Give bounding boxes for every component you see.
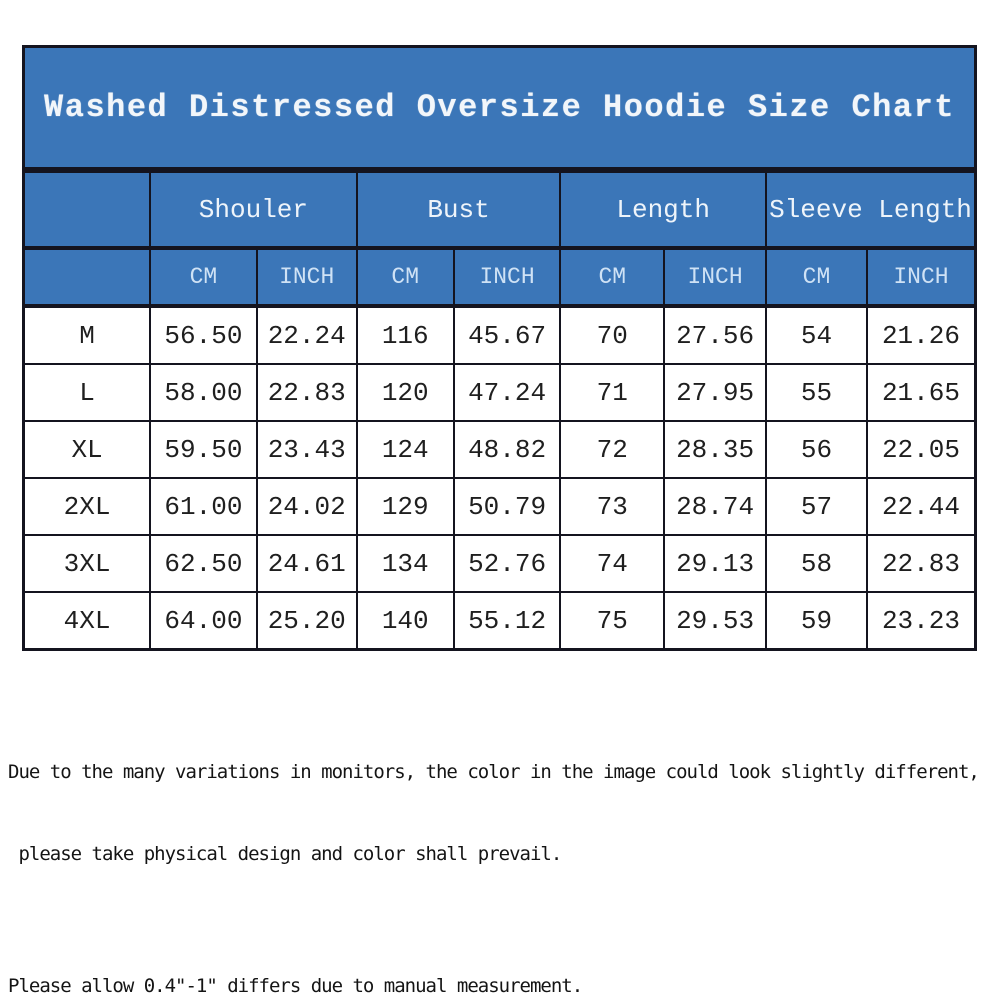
- value-cell: 28.74: [663, 477, 767, 536]
- value-cell: 71: [559, 363, 666, 422]
- value-cell: 59.50: [149, 420, 258, 479]
- value-cell: 22.83: [865, 534, 977, 593]
- value-cell: 75: [559, 591, 666, 651]
- corner-cell-top: [22, 170, 152, 250]
- value-cell: 48.82: [452, 420, 562, 479]
- value-cell: 74: [559, 534, 666, 593]
- value-cell: 21.65: [865, 363, 977, 422]
- size-cell: 3XL: [22, 534, 152, 593]
- value-cell: 21.26: [865, 305, 977, 365]
- group-header-length: Length: [559, 170, 767, 250]
- value-cell: 25.20: [255, 591, 358, 651]
- value-cell: 140: [355, 591, 455, 651]
- size-cell: 4XL: [22, 591, 152, 651]
- value-cell: 62.50: [149, 534, 258, 593]
- size-cell: XL: [22, 420, 152, 479]
- unit-header-length-cm: CM: [559, 247, 666, 308]
- value-cell: 28.35: [663, 420, 767, 479]
- corner-cell-units: [22, 247, 152, 308]
- size-row-l: L 58.00 22.83 120 47.24 71 27.95 55 21.6…: [22, 363, 977, 422]
- group-header-row: Shouler Bust Length Sleeve Length: [22, 170, 977, 250]
- unit-header-sleeve-inch: INCH: [865, 247, 977, 308]
- measurement-tolerance-note: Please allow 0.4"-1" differs due to manu…: [8, 975, 583, 997]
- value-cell: 55.12: [452, 591, 562, 651]
- value-cell: 29.53: [663, 591, 767, 651]
- unit-header-sleeve-cm: CM: [765, 247, 868, 308]
- value-cell: 24.61: [255, 534, 358, 593]
- value-cell: 22.83: [255, 363, 358, 422]
- size-row-m: M 56.50 22.24 116 45.67 70 27.56 54 21.2…: [22, 305, 977, 365]
- value-cell: 54: [765, 305, 868, 365]
- value-cell: 73: [559, 477, 666, 536]
- size-chart-table: Shouler Bust Length Sleeve Length CM INC…: [22, 170, 977, 651]
- unit-header-row: CM INCH CM INCH CM INCH CM INCH: [22, 247, 977, 308]
- monitor-color-note-line1: Due to the many variations in monitors, …: [8, 761, 980, 783]
- size-row-4xl: 4XL 64.00 25.20 140 55.12 75 29.53 59 23…: [22, 591, 977, 651]
- value-cell: 61.00: [149, 477, 258, 536]
- value-cell: 59: [765, 591, 868, 651]
- value-cell: 55: [765, 363, 868, 422]
- value-cell: 27.95: [663, 363, 767, 422]
- value-cell: 57: [765, 477, 868, 536]
- page-title: Washed Distressed Oversize Hoodie Size C…: [44, 89, 955, 126]
- size-row-2xl: 2XL 61.00 24.02 129 50.79 73 28.74 57 22…: [22, 477, 977, 536]
- value-cell: 22.05: [865, 420, 977, 479]
- value-cell: 27.56: [663, 305, 767, 365]
- size-cell: M: [22, 305, 152, 365]
- value-cell: 70: [559, 305, 666, 365]
- group-header-bust: Bust: [355, 170, 562, 250]
- size-row-3xl: 3XL 62.50 24.61 134 52.76 74 29.13 58 22…: [22, 534, 977, 593]
- value-cell: 116: [355, 305, 455, 365]
- value-cell: 124: [355, 420, 455, 479]
- value-cell: 23.23: [865, 591, 977, 651]
- value-cell: 56.50: [149, 305, 258, 365]
- chart-title-bar: Washed Distressed Oversize Hoodie Size C…: [22, 45, 977, 170]
- value-cell: 56: [765, 420, 868, 479]
- unit-header-bust-inch: INCH: [452, 247, 562, 308]
- value-cell: 24.02: [255, 477, 358, 536]
- value-cell: 120: [355, 363, 455, 422]
- value-cell: 134: [355, 534, 455, 593]
- group-header-sleeve-length: Sleeve Length: [765, 170, 977, 250]
- value-cell: 45.67: [452, 305, 562, 365]
- value-cell: 72: [559, 420, 666, 479]
- size-cell: L: [22, 363, 152, 422]
- monitor-color-note-line2: please take physical design and color sh…: [8, 843, 562, 865]
- value-cell: 22.24: [255, 305, 358, 365]
- value-cell: 50.79: [452, 477, 562, 536]
- unit-header-shoulder-inch: INCH: [255, 247, 358, 308]
- value-cell: 23.43: [255, 420, 358, 479]
- value-cell: 22.44: [865, 477, 977, 536]
- size-row-xl: XL 59.50 23.43 124 48.82 72 28.35 56 22.…: [22, 420, 977, 479]
- size-cell: 2XL: [22, 477, 152, 536]
- value-cell: 52.76: [452, 534, 562, 593]
- value-cell: 58.00: [149, 363, 258, 422]
- unit-header-bust-cm: CM: [355, 247, 455, 308]
- group-header-shoulder: Shouler: [149, 170, 358, 250]
- unit-header-length-inch: INCH: [663, 247, 767, 308]
- value-cell: 64.00: [149, 591, 258, 651]
- value-cell: 29.13: [663, 534, 767, 593]
- value-cell: 58: [765, 534, 868, 593]
- value-cell: 129: [355, 477, 455, 536]
- value-cell: 47.24: [452, 363, 562, 422]
- footer-notes: Due to the many variations in monitors, …: [8, 712, 998, 1000]
- unit-header-shoulder-cm: CM: [149, 247, 258, 308]
